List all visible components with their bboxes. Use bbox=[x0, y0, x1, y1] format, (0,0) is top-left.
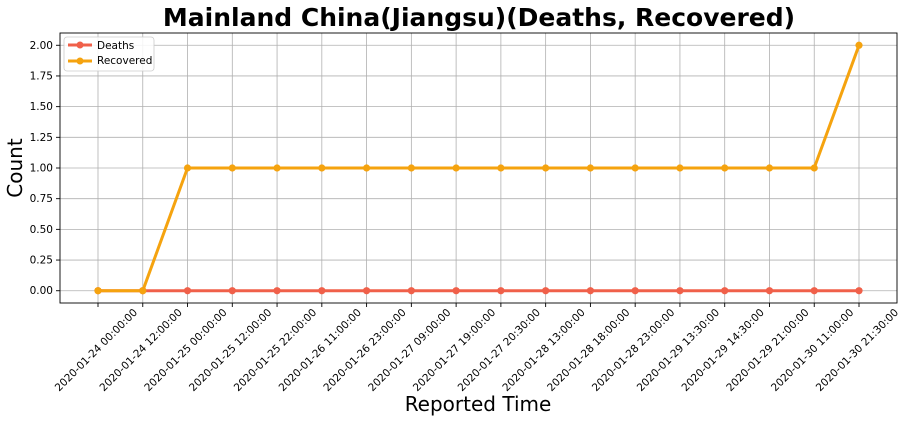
y-tick-label: 1.50 bbox=[30, 101, 53, 113]
series-markers bbox=[94, 41, 863, 295]
data-point-recovered bbox=[631, 164, 639, 172]
data-point-recovered bbox=[228, 164, 236, 172]
x-tick-label: 2020-01-29 13:30:00 bbox=[635, 307, 722, 394]
data-point-recovered bbox=[183, 164, 192, 172]
y-axis-label: Count bbox=[3, 138, 27, 198]
chart-title: Mainland China(Jiangsu)(Deaths, Recovere… bbox=[163, 3, 795, 32]
data-point-deaths bbox=[318, 287, 326, 295]
x-tick-label: 2020-01-27 20:30:00 bbox=[456, 307, 543, 394]
data-point-recovered bbox=[273, 164, 281, 172]
x-tick-label: 2020-01-25 22:00:00 bbox=[232, 307, 319, 394]
x-tick-label: 2020-01-25 12:00:00 bbox=[187, 307, 274, 394]
data-point-deaths bbox=[586, 287, 595, 295]
y-tick-label: 1.00 bbox=[30, 163, 53, 175]
data-point-recovered bbox=[855, 41, 863, 49]
data-point-recovered bbox=[452, 164, 460, 172]
data-point-deaths bbox=[228, 287, 236, 295]
data-point-recovered bbox=[94, 287, 102, 295]
data-point-deaths bbox=[362, 287, 371, 295]
series-line-recovered bbox=[96, 43, 861, 293]
x-tick-label: 2020-01-27 19:00:00 bbox=[411, 307, 498, 394]
x-tick-label: 2020-01-28 23:00:00 bbox=[590, 307, 677, 394]
legend-label-deaths: Deaths bbox=[97, 40, 134, 52]
x-tick-label: 2020-01-30 11:00:00 bbox=[769, 307, 856, 394]
x-tick-label: 2020-01-28 13:00:00 bbox=[500, 307, 587, 394]
x-tick-label: 2020-01-26 23:00:00 bbox=[321, 307, 408, 394]
data-point-deaths bbox=[542, 287, 550, 295]
data-point-recovered bbox=[139, 287, 147, 295]
legend-marker-deaths bbox=[76, 41, 84, 49]
data-point-deaths bbox=[855, 287, 863, 295]
y-tick-label: 0.00 bbox=[30, 285, 53, 297]
x-tick-label: 2020-01-30 21:30:00 bbox=[814, 307, 901, 394]
data-point-recovered bbox=[497, 164, 505, 172]
data-point-deaths bbox=[721, 287, 729, 295]
data-point-recovered bbox=[362, 164, 371, 172]
data-point-deaths bbox=[407, 287, 415, 295]
x-axis-label: Reported Time bbox=[405, 392, 552, 416]
legend-label-recovered: Recovered bbox=[97, 55, 152, 67]
y-tick-label: 0.25 bbox=[30, 255, 53, 267]
y-tick-label: 2.00 bbox=[30, 40, 53, 52]
y-ticks: 0.00 0.25 0.50 0.75 1.00 1.25 1.50 1.75 2.00 bbox=[30, 40, 60, 297]
y-tick-label: 1.25 bbox=[30, 132, 53, 144]
data-point-recovered bbox=[542, 164, 550, 172]
data-point-deaths bbox=[765, 287, 774, 295]
x-tick-label: 2020-01-28 18:00:00 bbox=[545, 307, 632, 394]
data-point-recovered bbox=[318, 164, 326, 172]
data-point-deaths bbox=[273, 287, 281, 295]
x-tick-label: 2020-01-29 21:00:00 bbox=[724, 307, 811, 394]
data-point-recovered bbox=[721, 164, 729, 172]
x-tick-label: 2020-01-24 00:00:00 bbox=[53, 307, 140, 394]
data-point-deaths bbox=[810, 287, 818, 295]
y-tick-label: 1.75 bbox=[30, 70, 53, 82]
x-tick-label: 2020-01-26 11:00:00 bbox=[277, 307, 364, 394]
data-point-recovered bbox=[676, 164, 684, 172]
y-tick-label: 0.75 bbox=[30, 193, 53, 205]
legend: Deaths Recovered bbox=[63, 36, 155, 72]
x-tick-label: 2020-01-24 12:00:00 bbox=[98, 307, 185, 394]
data-point-deaths bbox=[631, 287, 639, 295]
legend-marker-recovered bbox=[76, 57, 84, 65]
y-tick-label: 0.50 bbox=[30, 224, 53, 236]
data-point-deaths bbox=[497, 287, 505, 295]
data-point-recovered bbox=[586, 164, 595, 172]
x-tick-label: 2020-01-25 00:00:00 bbox=[142, 307, 229, 394]
data-point-deaths bbox=[452, 287, 460, 295]
data-point-recovered bbox=[810, 164, 818, 172]
series-lines bbox=[96, 43, 861, 293]
x-tick-label: 2020-01-29 14:30:00 bbox=[679, 307, 766, 394]
data-point-recovered bbox=[407, 164, 415, 172]
data-point-deaths bbox=[183, 287, 192, 295]
x-tick-label: 2020-01-27 09:00:00 bbox=[366, 307, 453, 394]
data-point-recovered bbox=[765, 164, 774, 172]
data-point-deaths bbox=[676, 287, 684, 295]
